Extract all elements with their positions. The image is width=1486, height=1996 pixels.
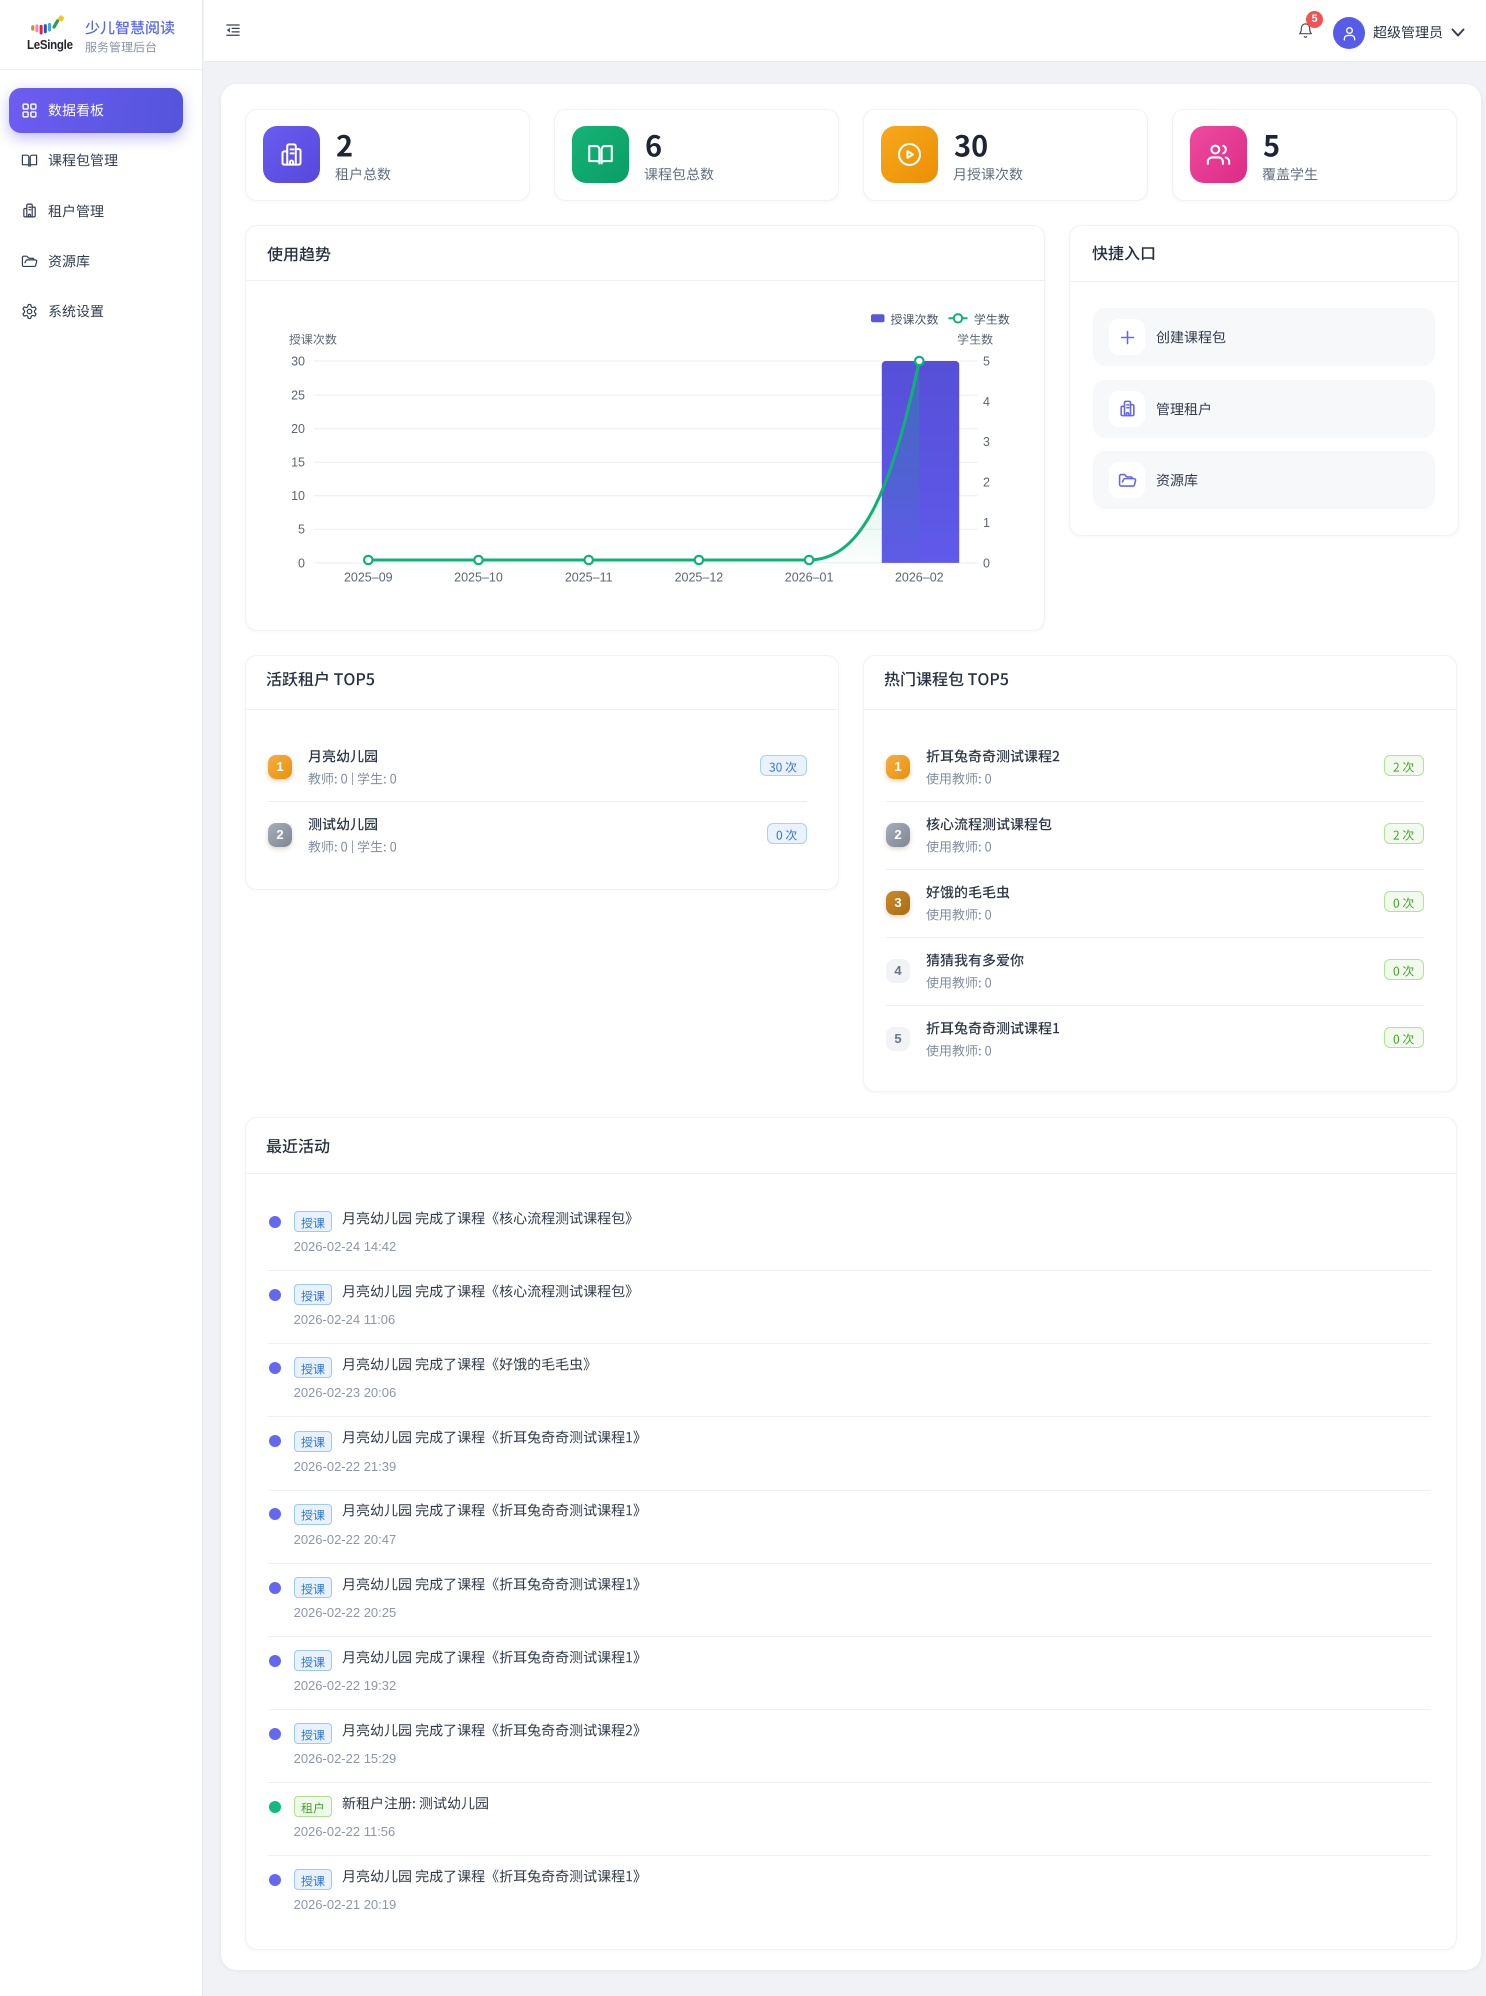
svg-text:2025–10: 2025–10 — [454, 571, 503, 585]
svg-text:30: 30 — [291, 354, 305, 368]
svg-text:15: 15 — [291, 456, 305, 470]
svg-text:0: 0 — [298, 556, 305, 570]
svg-text:3: 3 — [983, 435, 990, 449]
svg-text:4: 4 — [983, 395, 990, 409]
svg-text:5: 5 — [298, 523, 305, 537]
svg-text:2026–02: 2026–02 — [895, 571, 944, 585]
svg-text:0: 0 — [983, 556, 990, 570]
svg-text:5: 5 — [983, 354, 990, 368]
svg-text:1: 1 — [983, 516, 990, 530]
svg-text:2025–12: 2025–12 — [675, 571, 724, 585]
svg-text:2026–01: 2026–01 — [785, 571, 834, 585]
svg-text:25: 25 — [291, 389, 305, 403]
svg-text:10: 10 — [291, 489, 305, 503]
svg-text:2025–09: 2025–09 — [344, 571, 393, 585]
svg-text:2: 2 — [983, 476, 990, 490]
svg-text:20: 20 — [291, 422, 305, 436]
svg-text:2025–11: 2025–11 — [565, 571, 613, 585]
